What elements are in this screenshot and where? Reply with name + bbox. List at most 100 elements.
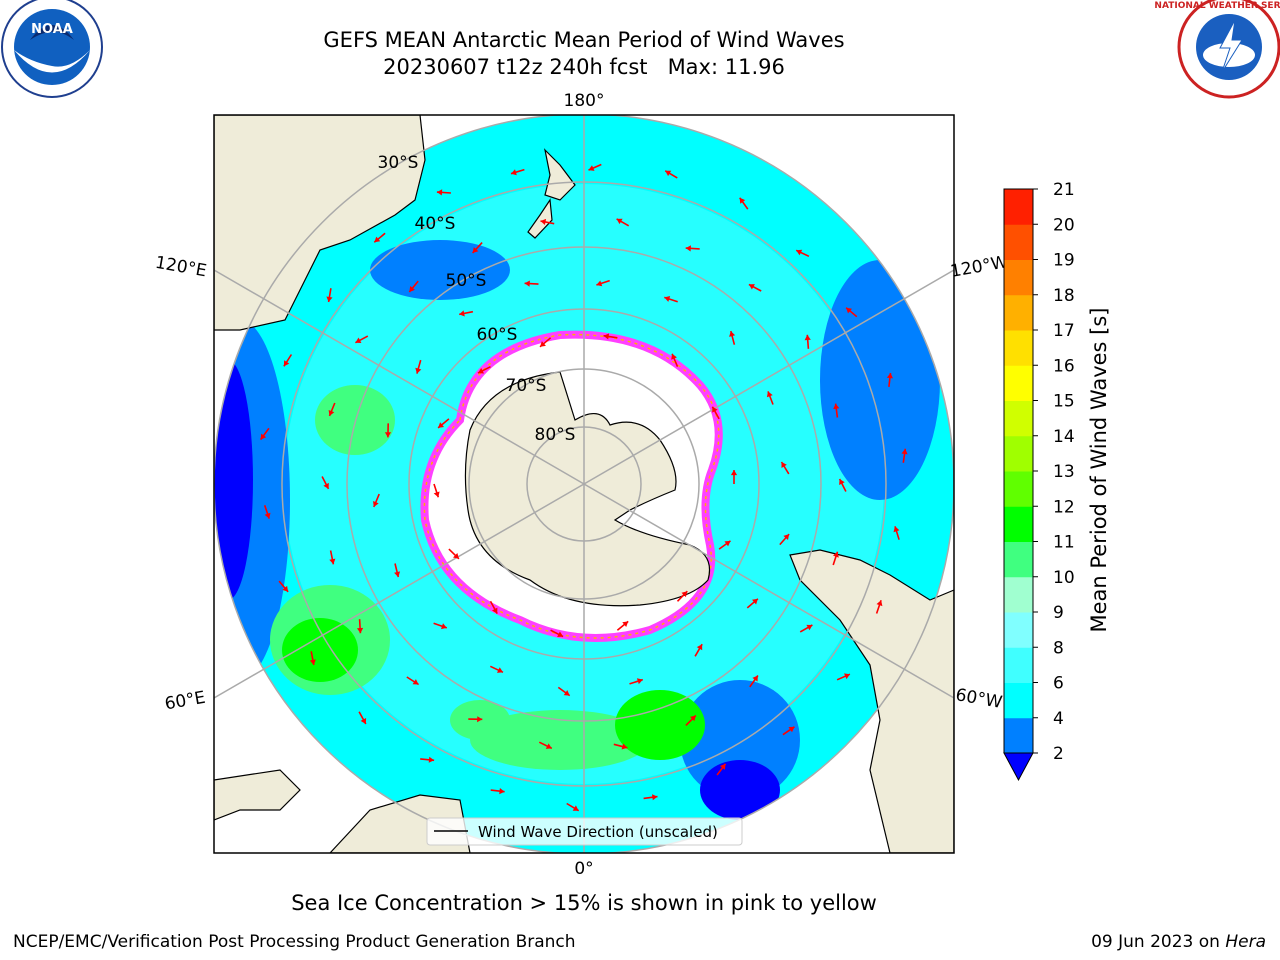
lon-label-0: 0° (574, 859, 593, 879)
wind-arrow-head (724, 540, 731, 547)
australia-land (214, 115, 426, 331)
wind-arrow-head (557, 631, 564, 637)
colorbar-segment (1004, 435, 1033, 472)
colorbar-tick-label: 11 (1053, 533, 1075, 553)
colorbar-tick-label: 9 (1053, 603, 1064, 623)
colorbar-tick-label: 8 (1053, 638, 1064, 658)
wind-arrow-head (540, 218, 547, 225)
colorbar-segment (1004, 541, 1033, 578)
wind-arrow-head (681, 591, 688, 598)
south-america-land (789, 549, 954, 853)
wind-wave-direction-arrows (259, 163, 908, 812)
nws-logo-text: NATIONAL WEATHER SERVICE (1154, 1, 1280, 11)
wind-arrow-head (833, 403, 840, 410)
wind-arrow-head (373, 501, 379, 507)
wind-arrow-head (603, 333, 610, 340)
colorbar-under-extension (1003, 752, 1034, 782)
wind-arrow-head (876, 600, 883, 607)
colorbar-segment (1004, 612, 1033, 648)
wind-arrow-head (652, 794, 658, 801)
lon-label-120w: 120°W (949, 252, 1010, 282)
wind-arrow-head (665, 170, 672, 177)
wind-arrow-head (671, 353, 677, 360)
wind-arrow-head (901, 448, 908, 455)
wind-arrow-head (428, 756, 435, 763)
footer-date: 09 Jun 2023 on Hera (1091, 932, 1266, 952)
wind-arrow-head (540, 341, 546, 347)
wind-arrow-head (596, 280, 603, 287)
wind-arrow-head (739, 197, 746, 204)
wind-arrow-head (563, 690, 570, 696)
wind-arrow-head (844, 673, 850, 680)
longitude-gridlines (214, 115, 954, 853)
wind-arrow-head (690, 715, 696, 722)
wind-arrow-head (472, 247, 479, 253)
colorbar-segment (1004, 647, 1033, 683)
colorbar-tick-label: 20 (1053, 215, 1075, 235)
lon-label-180: 180° (564, 91, 605, 111)
footer-date-text: 09 Jun 2023 on (1091, 932, 1226, 952)
lat-label-40s: 40°S (415, 214, 456, 234)
wind-arrow-head (748, 284, 755, 290)
wind-arrow-head (499, 788, 505, 795)
footer-credit: NCEP/EMC/Verification Post Processing Pr… (13, 932, 576, 952)
wind-arrow-head (415, 367, 422, 374)
wind-arrow-head (492, 607, 498, 614)
wind-arrow-head (622, 621, 629, 627)
wind-arrow-head (806, 624, 813, 631)
colorbar-tick-label: 19 (1053, 251, 1075, 271)
lon-label-60e: 60°E (163, 688, 207, 715)
wind-arrow-head (804, 334, 811, 341)
colorbar-segment (1004, 189, 1033, 225)
colorbar-label: Mean Period of Wind Waves [s] (1087, 308, 1111, 633)
wind-arrow-head (730, 470, 738, 476)
wind-arrow-head (309, 659, 316, 665)
wind-arrow-head (712, 406, 718, 413)
lat-label-70s: 70°S (506, 376, 547, 396)
wind-arrow-head (621, 743, 628, 750)
wind-arrow-head (323, 482, 329, 489)
wind-arrow-head (545, 743, 552, 749)
wind-arrow-head (329, 558, 336, 565)
wind-arrow-head (357, 627, 364, 634)
wind-arrow-head (374, 236, 381, 243)
wind-arrow-head (283, 360, 290, 367)
wind-arrow-head (752, 675, 758, 682)
lat-label-30s: 30°S (378, 153, 419, 173)
colorbar-segment (1004, 294, 1033, 331)
colorbar-segment (1004, 365, 1033, 401)
colorbar-tick-label: 17 (1053, 321, 1075, 341)
colorbar-segment (1004, 224, 1033, 260)
colorbar-segment (1004, 259, 1033, 296)
wind-arrow-head (720, 763, 726, 770)
colorbar-tick-label: 2 (1053, 744, 1064, 764)
wind-arrow-head (478, 368, 484, 374)
wind-arrow-head (636, 678, 643, 685)
wind-arrow-head (833, 551, 839, 558)
legend-label: Wind Wave Direction (unscaled) (478, 823, 718, 841)
wind-arrow-head (766, 391, 773, 398)
noaa-logo: NOAA (1, 0, 103, 98)
lat-label-60s: 60°S (477, 325, 518, 345)
colorbar-tick-label: 12 (1053, 497, 1075, 517)
colorbar-tick-label: 16 (1053, 356, 1075, 376)
national-weather-service-logo: NATIONAL WEATHER SERVICE (1154, 0, 1280, 99)
footer-host: Hera (1225, 932, 1266, 952)
colorbar-segment (1004, 400, 1033, 437)
colorbar-segment (1004, 717, 1033, 754)
wind-arrow-head (616, 218, 623, 225)
new-zealand-south (527, 198, 553, 239)
map-area: Wind Wave Direction (unscaled) (214, 115, 954, 853)
wind-arrow-head (664, 296, 671, 302)
wind-arrow-head (685, 245, 691, 252)
map-subtitle: 20230607 t12z 240h fcst Max: 11.96 (383, 55, 785, 79)
lat-label-80s: 80°S (535, 425, 576, 445)
wind-arrow-head (384, 432, 392, 438)
map-title: GEFS MEAN Antarctic Mean Period of Wind … (323, 28, 845, 52)
wind-arrow-head (282, 585, 289, 592)
wind-arrow-head (438, 422, 444, 428)
wind-arrow-head (497, 667, 503, 673)
colorbar-tick-label: 14 (1053, 427, 1075, 447)
wind-arrow-head (783, 534, 790, 540)
